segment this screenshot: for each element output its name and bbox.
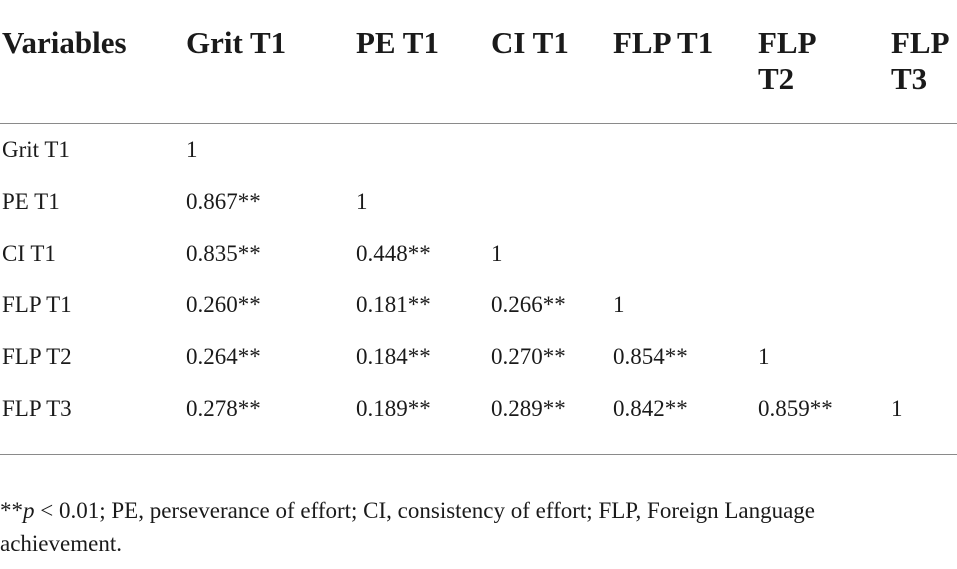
table-cell: 0.289**	[491, 396, 566, 421]
table-row: FLP T3 0.278** 0.189** 0.289** 0.842** 0…	[0, 395, 957, 435]
table-row: FLP T1 0.260** 0.181** 0.266** 1	[0, 291, 957, 331]
table-footnote: **p < 0.01; PE, perseverance of effort; …	[0, 494, 940, 560]
header-flp-t3-line2: T3	[891, 61, 928, 96]
table-cell: 0.859**	[758, 396, 833, 421]
table-cell: 0.835**	[186, 241, 261, 266]
table-row: PE T1 0.867** 1	[0, 188, 957, 228]
header-grit-t1: Grit T1	[186, 25, 287, 60]
table-cell: 0.264**	[186, 344, 261, 369]
footnote-text: < 0.01; PE, perseverance of effort; CI, …	[0, 498, 816, 556]
header-flp-t1: FLP T1	[613, 25, 714, 60]
footnote-stars: **	[0, 498, 23, 523]
table-cell: 0.854**	[613, 344, 688, 369]
table-cell: 1	[356, 189, 368, 214]
table-cell: 0.448**	[356, 241, 431, 266]
table-cell: 1	[758, 344, 770, 369]
header-pe-t1: PE T1	[356, 25, 439, 60]
table-cell: 0.278**	[186, 396, 261, 421]
table-cell: 0.266**	[491, 292, 566, 317]
table-row: FLP T2 0.264** 0.184** 0.270** 0.854** 1	[0, 343, 957, 383]
footnote-p-symbol: p	[23, 498, 35, 523]
header-ci-t1: CI T1	[491, 25, 569, 60]
header-variables: Variables	[2, 25, 127, 60]
row-label: CI T1	[2, 241, 56, 266]
table-row: Grit T1 1	[0, 136, 957, 176]
table-cell: 0.270**	[491, 344, 566, 369]
table-cell: 0.184**	[356, 344, 431, 369]
header-flp-t2-line1: FLP	[758, 25, 817, 60]
table-cell: 0.867**	[186, 189, 261, 214]
table-cell: 0.189**	[356, 396, 431, 421]
table-cell: 1	[491, 241, 503, 266]
table-row: CI T1 0.835** 0.448** 1	[0, 240, 957, 280]
table-cell: 0.181**	[356, 292, 431, 317]
table-cell: 1	[186, 137, 198, 162]
row-label: FLP T1	[2, 292, 72, 317]
row-label: PE T1	[2, 189, 60, 214]
table-cell: 0.260**	[186, 292, 261, 317]
table-cell: 0.842**	[613, 396, 688, 421]
row-label: Grit T1	[2, 137, 70, 162]
header-flp-t2-line2: T2	[758, 61, 795, 96]
table-cell: 1	[891, 396, 903, 421]
bottom-rule	[0, 454, 957, 455]
row-label: FLP T2	[2, 344, 72, 369]
header-flp-t3-line1: FLP	[891, 25, 950, 60]
table-cell: 1	[613, 292, 625, 317]
row-label: FLP T3	[2, 396, 72, 421]
header-rule	[0, 123, 957, 124]
